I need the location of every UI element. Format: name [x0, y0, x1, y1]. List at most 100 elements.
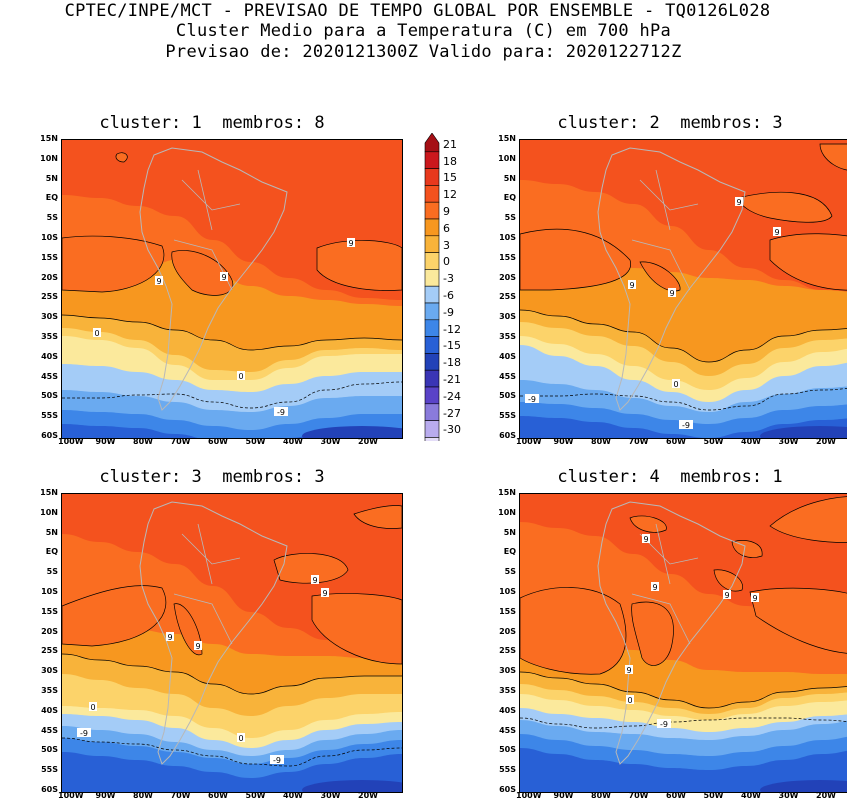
lon-tick-label: 90W: [95, 437, 116, 446]
lon-tick-label: 80W: [133, 437, 153, 446]
lat-tick-label: 50S: [499, 745, 516, 755]
lat-tick-label: 60S: [41, 785, 58, 794]
contour-label: 0: [237, 733, 245, 743]
lat-tick-label: 35S: [41, 686, 58, 695]
lon-tick-label: 70W: [628, 791, 649, 800]
lat-tick-label: 50S: [41, 391, 58, 401]
lat-tick-label: 40S: [41, 705, 58, 715]
lat-tick-label: 55S: [499, 411, 516, 421]
color-bar-level-label: 21: [443, 137, 457, 151]
color-bar-swatch: [424, 218, 440, 237]
color-bar-level-label: -18: [443, 356, 461, 370]
lat-tick-label: 45S: [41, 725, 58, 735]
lat-tick-label: 25S: [499, 292, 516, 302]
color-bar-swatch: [424, 185, 440, 203]
contour-label: 9: [751, 593, 759, 603]
lat-tick-label: 55S: [41, 765, 58, 775]
lat-tick-label: 25S: [499, 646, 516, 656]
lon-tick-label: 30W: [320, 437, 341, 446]
lat-tick-label: 35S: [499, 686, 516, 695]
lon-tick-label: 90W: [95, 791, 116, 800]
contour-label: 9: [668, 288, 676, 298]
continent-outline: [139, 501, 288, 765]
map-panel-cluster-2: 9 9 9 9 0 -9 -9: [519, 139, 847, 439]
svg-text:9: 9: [167, 633, 172, 642]
lon-tick-label: 50W: [703, 437, 724, 446]
color-bar-level-label: -12: [443, 322, 461, 336]
contour-label: 9: [166, 632, 174, 642]
lon-tick-label: 70W: [628, 437, 649, 446]
color-bar-level-label: -24: [443, 389, 461, 403]
color-bar-swatch: [424, 133, 440, 153]
map-panel-cluster-4: 9 9 9 9 9 0 -9: [519, 493, 847, 793]
continent-outline: [597, 147, 746, 411]
lon-tick-label: 20W: [358, 437, 378, 446]
lat-tick-label: 45S: [499, 371, 516, 381]
color-bar-swatch: [424, 319, 440, 337]
lat-tick-label: 30S: [41, 666, 58, 676]
lat-tick-label: 40S: [499, 351, 516, 361]
contour-label: 9: [642, 534, 650, 544]
lat-tick-label: 60S: [499, 785, 516, 794]
lat-tick-label: 15N: [40, 134, 58, 143]
contour-label: -9: [525, 394, 539, 404]
lat-tick-label: 5S: [46, 567, 58, 577]
color-bar-swatch: [424, 403, 440, 421]
contour-label: 9: [220, 272, 228, 282]
lat-tick-label: 50S: [499, 391, 516, 401]
svg-text:-9: -9: [682, 421, 690, 430]
lat-tick-label: 5N: [503, 173, 516, 183]
lat-tick-label: 45S: [41, 371, 58, 381]
header-title: CPTEC/INPE/MCT - PREVISAO DE TEMPO GLOBA…: [64, 1, 771, 21]
contour-label: 9: [628, 280, 636, 290]
color-bar-level-label: -3: [443, 272, 454, 286]
lat-tick-label: 5N: [45, 527, 58, 537]
color-bar-swatch: [424, 353, 440, 371]
contour-label: 9: [735, 197, 743, 207]
svg-text:0: 0: [94, 329, 99, 338]
contour-label: -9: [657, 719, 671, 729]
lat-tick-label: EQ: [503, 547, 516, 557]
lon-tick-label: 60W: [666, 791, 686, 800]
color-bar-level-label: -21: [443, 373, 461, 386]
contour-label: 9: [155, 276, 163, 286]
contour-label: -9: [679, 420, 693, 430]
svg-text:-9: -9: [528, 395, 536, 404]
lon-tick-label: 40W: [741, 791, 761, 800]
lat-tick-label: 10S: [499, 233, 516, 242]
contour-label: 9: [773, 227, 781, 237]
lon-tick-label: 40W: [741, 437, 761, 446]
contour-label: 9: [311, 575, 319, 585]
contour-label: 0: [237, 371, 245, 381]
svg-text:-9: -9: [273, 756, 281, 765]
color-bar-swatch: [424, 302, 440, 321]
continent-outline: [597, 501, 746, 765]
lat-tick-label: 15N: [498, 488, 516, 497]
lat-tick-label: 20S: [499, 272, 516, 282]
lat-tick-label: EQ: [45, 547, 58, 557]
lat-tick-label: 5S: [504, 213, 516, 223]
contour-label: 9: [723, 590, 731, 600]
lat-tick-label: 55S: [499, 765, 516, 775]
lon-tick-label: 30W: [778, 791, 799, 800]
lon-tick-label: 50W: [245, 791, 266, 800]
lon-tick-label: 30W: [320, 791, 341, 800]
svg-text:9: 9: [724, 591, 729, 600]
lat-tick-label: 10N: [40, 507, 58, 517]
contour-label: 0: [672, 379, 680, 389]
svg-text:9: 9: [322, 589, 327, 598]
contour-label: -9: [274, 407, 288, 417]
panel-title-cluster-3: cluster: 3 membros: 3: [99, 467, 325, 487]
lat-tick-label: 25S: [41, 292, 58, 302]
panel-title-cluster-2: cluster: 2 membros: 3: [557, 113, 783, 133]
lat-tick-label: 10N: [498, 153, 516, 163]
svg-text:9: 9: [195, 642, 200, 651]
lat-tick-label: 35S: [499, 332, 516, 341]
color-bar-swatch: [424, 369, 440, 388]
header-dates: Previsao de: 2020121300Z Valido para: 20…: [165, 42, 682, 62]
lon-tick-label: 80W: [591, 791, 611, 800]
color-bar-swatch: [424, 201, 440, 220]
lon-tick-label: 50W: [703, 791, 724, 800]
lat-tick-label: 60S: [499, 431, 516, 440]
color-bar-swatch: [424, 285, 440, 304]
